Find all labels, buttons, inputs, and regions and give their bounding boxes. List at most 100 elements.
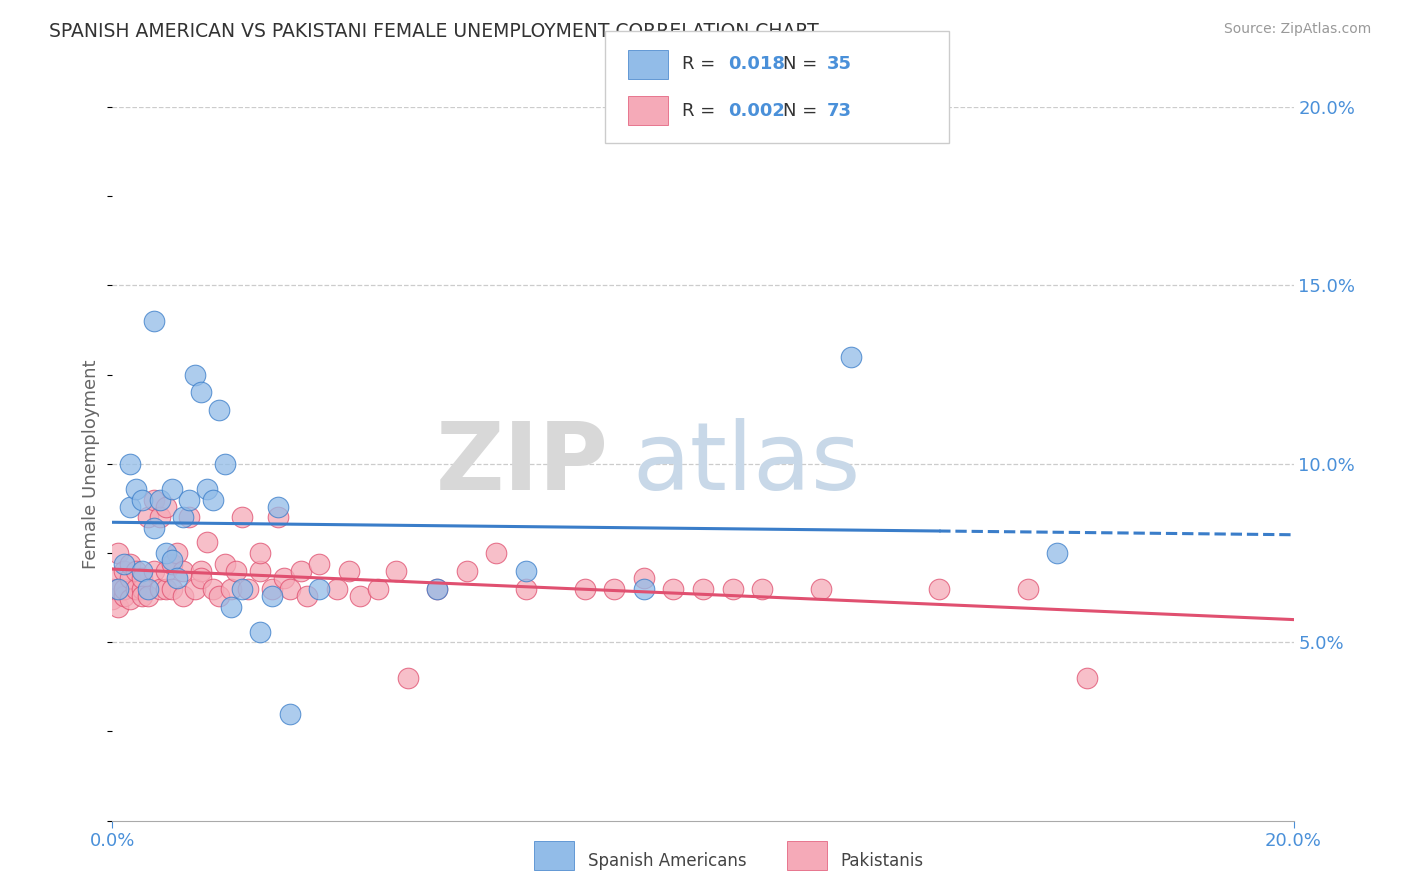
Point: [120, 500, 142, 514]
Point: [142, 492, 165, 507]
Point: [179, 510, 201, 524]
Point: [260, 582, 283, 596]
Point: [278, 706, 301, 721]
Point: [142, 564, 165, 578]
Point: [101, 582, 124, 596]
Point: [308, 582, 330, 596]
Point: [267, 500, 290, 514]
Point: [201, 492, 224, 507]
Point: [166, 546, 188, 560]
Point: [692, 582, 714, 596]
Point: [515, 582, 537, 596]
Point: [751, 582, 773, 596]
Point: [249, 546, 271, 560]
Point: [101, 571, 124, 585]
Point: [190, 571, 212, 585]
Point: [195, 535, 218, 549]
Point: [574, 582, 596, 596]
Point: [1046, 546, 1069, 560]
Point: [231, 510, 253, 524]
Point: [385, 564, 408, 578]
Point: [131, 492, 153, 507]
Point: [131, 571, 153, 585]
Point: [195, 482, 218, 496]
Text: R =: R =: [682, 102, 721, 120]
Point: [603, 582, 626, 596]
Point: [839, 350, 862, 364]
Point: [120, 571, 142, 585]
Point: [101, 592, 124, 607]
Point: [208, 403, 231, 417]
Point: [1017, 582, 1039, 596]
Point: [160, 482, 183, 496]
Point: [297, 589, 319, 603]
Point: [231, 582, 253, 596]
Point: [249, 624, 271, 639]
Point: [149, 510, 172, 524]
Text: 0.018: 0.018: [728, 55, 786, 73]
Point: [112, 557, 135, 571]
Point: [214, 457, 236, 471]
Point: [278, 582, 301, 596]
Point: [219, 582, 242, 596]
Point: [172, 589, 194, 603]
Point: [112, 582, 135, 596]
Text: Pakistanis: Pakistanis: [841, 852, 924, 870]
Point: [172, 564, 194, 578]
Point: [190, 564, 212, 578]
Point: [633, 571, 655, 585]
Point: [662, 582, 685, 596]
Point: [184, 368, 207, 382]
Text: R =: R =: [682, 55, 721, 73]
Point: [721, 582, 744, 596]
Point: [273, 571, 295, 585]
Point: [107, 546, 129, 560]
Point: [214, 557, 236, 571]
Point: [201, 582, 224, 596]
Point: [155, 546, 177, 560]
Point: [120, 557, 142, 571]
Point: [179, 492, 201, 507]
Point: [208, 589, 231, 603]
Point: [308, 557, 330, 571]
Text: ZIP: ZIP: [436, 417, 609, 510]
Point: [149, 582, 172, 596]
Point: [131, 589, 153, 603]
Point: [112, 589, 135, 603]
Point: [136, 589, 159, 603]
Point: [155, 582, 177, 596]
Point: [1076, 671, 1098, 685]
Text: N =: N =: [783, 55, 823, 73]
Point: [125, 582, 148, 596]
Text: Spanish Americans: Spanish Americans: [588, 852, 747, 870]
Point: [337, 564, 360, 578]
Point: [515, 564, 537, 578]
Point: [238, 582, 260, 596]
Point: [142, 314, 165, 328]
Point: [810, 582, 832, 596]
Text: N =: N =: [783, 102, 823, 120]
Y-axis label: Female Unemployment: Female Unemployment: [82, 359, 100, 568]
Text: 0.002: 0.002: [728, 102, 785, 120]
Point: [267, 510, 290, 524]
Point: [249, 564, 271, 578]
Point: [367, 582, 389, 596]
Text: 73: 73: [827, 102, 852, 120]
Point: [160, 557, 183, 571]
Point: [125, 482, 148, 496]
Text: SPANISH AMERICAN VS PAKISTANI FEMALE UNEMPLOYMENT CORRELATION CHART: SPANISH AMERICAN VS PAKISTANI FEMALE UNE…: [49, 22, 818, 41]
Point: [107, 582, 129, 596]
Point: [260, 589, 283, 603]
Point: [120, 592, 142, 607]
Point: [149, 492, 172, 507]
Point: [107, 599, 129, 614]
Point: [155, 500, 177, 514]
Point: [125, 564, 148, 578]
Point: [290, 564, 312, 578]
Point: [190, 385, 212, 400]
Point: [142, 521, 165, 535]
Point: [326, 582, 349, 596]
Point: [112, 564, 135, 578]
Point: [225, 564, 247, 578]
Point: [155, 564, 177, 578]
